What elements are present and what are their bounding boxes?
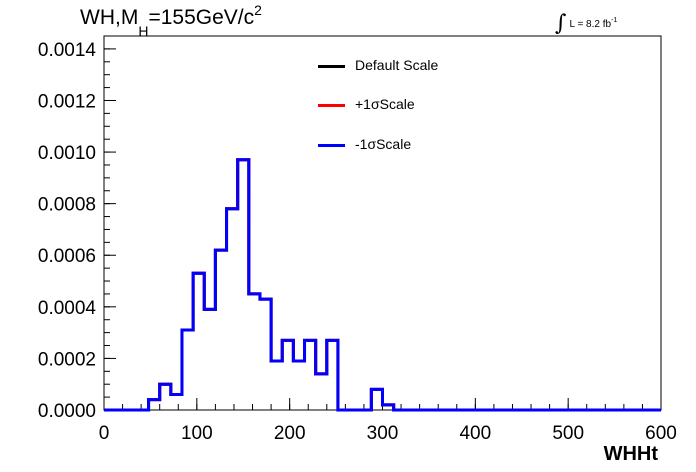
legend-label-plus1sigma: +1σScale: [355, 96, 415, 112]
legend-swatch-plus1sigma: [318, 104, 345, 107]
integral-symbol: ∫: [555, 11, 567, 36]
luminosity-label: ∫ L = 8.2 fb-1: [555, 8, 618, 36]
y-tick-label: 0.0002: [38, 349, 96, 370]
legend-label-default: Default Scale: [355, 57, 439, 73]
x-tick-label: 400: [459, 423, 491, 444]
series-line-2: [104, 158, 661, 412]
legend-swatch-default: [318, 65, 345, 68]
luminosity-text: L = 8.2 fb: [569, 19, 612, 30]
title-subscript: H: [138, 23, 149, 39]
x-axis: 0 100 200 300 400 500 600: [99, 398, 677, 444]
plot-frame: [103, 35, 662, 411]
x-tick-label: 100: [181, 423, 213, 444]
y-tick-label: 0.0008: [38, 195, 96, 216]
x-tick-label: 600: [645, 423, 677, 444]
y-tick-label: 0.0000: [38, 401, 96, 422]
y-tick-label: 0.0010: [38, 143, 96, 164]
title-superscript: 2: [254, 2, 262, 18]
y-tick-label: 0.0004: [38, 298, 97, 319]
series-line-1: [104, 158, 661, 412]
y-axis: 0.0000 0.0002 0.0004 0.0006 0.0008 0.0010 0.00…: [38, 35, 116, 422]
luminosity-superscript: -1: [611, 17, 618, 24]
y-tick-label: 0.0014: [38, 40, 97, 61]
x-tick-label: 300: [367, 423, 399, 444]
x-tick-label: 200: [274, 423, 306, 444]
y-tick-label: 0.0012: [38, 91, 96, 112]
series-group: [104, 158, 661, 412]
legend-label-minus1sigma: -1σScale: [355, 136, 412, 152]
series-line-0: [104, 158, 661, 412]
y-tick-label: 0.0006: [38, 246, 96, 267]
title-prefix: WH,M: [80, 6, 139, 29]
x-tick-label: 0: [99, 423, 110, 444]
title-value: =155GeV/c: [148, 6, 255, 29]
chart-title: WH,MH=155GeV/c2: [80, 2, 262, 39]
x-tick-label: 500: [552, 423, 584, 444]
legend-swatch-minus1sigma: [318, 144, 345, 147]
x-axis-label: WHHt: [604, 443, 659, 465]
